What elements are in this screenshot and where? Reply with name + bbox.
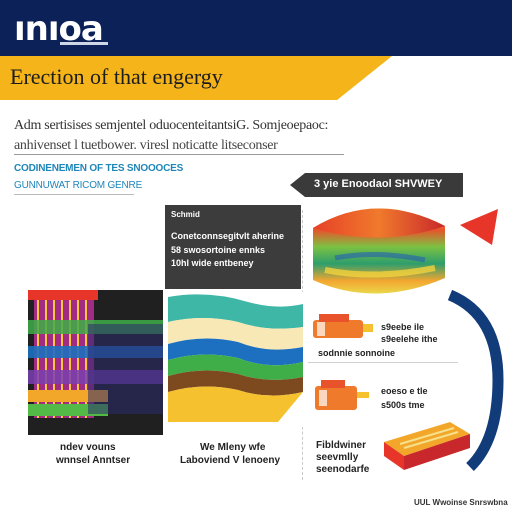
item-1-line-3: sodnnie sonnoine <box>318 348 396 358</box>
item-1-line-1: s9eebe ile <box>381 322 425 332</box>
item-2-line-2: s500s tme <box>381 400 425 410</box>
device-icon-1 <box>313 314 373 338</box>
callout-line-2: Conetconnsegitvlt aherine <box>171 231 285 241</box>
callout-line-1: Schmid <box>171 210 200 219</box>
item-divider <box>308 362 458 363</box>
logo-underline <box>60 42 108 45</box>
callout-box: Schmid Conetconnsegitvlt aherine 58 swos… <box>165 205 301 289</box>
callout-line-4: 10hl wide entbeney <box>171 258 254 268</box>
caption-right-1: Fibldwiner <box>316 440 366 451</box>
wave-layers-illustration <box>168 292 303 427</box>
callout-line-3: 58 swosortoine ennks <box>171 245 266 255</box>
item-1-line-2: s9eelehe ithe <box>381 334 438 344</box>
intro-paragraph-2: anhivenset l tuetbower. viresl noticatte… <box>14 138 344 155</box>
caption-left-2: wnnsel Anntser <box>56 455 131 466</box>
caption-right-2: seevmlly <box>316 452 359 463</box>
subheading-divider <box>14 194 134 195</box>
navy-arc <box>447 289 504 471</box>
header-bar <box>0 0 512 56</box>
subheading-2: GUNNUWAT RICOM GENRE <box>14 180 143 191</box>
subheading-1: CODINENEMEN OF TES SNOOOCES <box>14 163 184 174</box>
battery-block-icon <box>384 422 470 470</box>
caption-right-3: seenodarfe <box>316 464 370 475</box>
section-banner <box>305 173 463 197</box>
banner-arrow <box>290 173 305 197</box>
red-arrow-icon <box>460 209 498 245</box>
item-2-line-1: eoeso e tle <box>381 386 428 396</box>
device-icon-2 <box>315 380 369 410</box>
disc-top <box>313 208 445 238</box>
intro-paragraph-1: Adm sertisises semjentel oduocenteitants… <box>14 118 329 133</box>
layered-bars-illustration <box>28 290 163 435</box>
banner-text: 3 yie Enoodaol SHVWEY <box>314 178 443 190</box>
page-title: Erection of that engergy <box>10 64 223 89</box>
footer-text: UUL Wwoinse Snrswbna <box>414 498 508 507</box>
caption-middle-2: Laboviend V lenoeny <box>180 455 281 466</box>
layered-disc-illustration <box>313 208 445 294</box>
caption-left-1: ndev vouns <box>60 442 116 453</box>
brand-logo: ınıoa <box>14 9 104 49</box>
title-band <box>0 56 392 100</box>
arc-arrow-graphic <box>447 209 504 471</box>
caption-middle-1: We Mleny wfe <box>200 442 266 453</box>
